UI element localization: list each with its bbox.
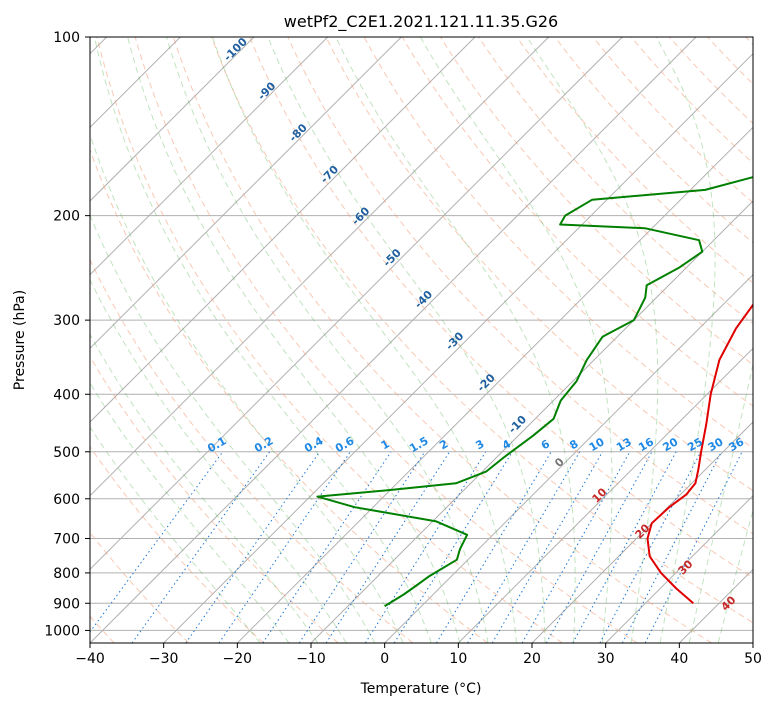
x-tick-label: 0 bbox=[380, 651, 389, 667]
x-tick-label: −20 bbox=[223, 651, 253, 667]
y-tick-label: 300 bbox=[53, 313, 80, 329]
x-tick-label: 30 bbox=[597, 651, 615, 667]
x-tick-label: −40 bbox=[75, 651, 105, 667]
x-tick-label: −30 bbox=[149, 651, 179, 667]
chart-title: wetPf2_C2E1.2021.121.11.35.G26 bbox=[284, 12, 558, 32]
x-tick-label: 10 bbox=[449, 651, 467, 667]
y-tick-label: 900 bbox=[53, 596, 80, 612]
y-tick-label: 200 bbox=[53, 209, 80, 225]
y-tick-label: 800 bbox=[53, 566, 80, 582]
x-axis-label: Temperature (°C) bbox=[360, 681, 482, 697]
x-tick-label: 50 bbox=[744, 651, 762, 667]
y-axis-label: Pressure (hPa) bbox=[12, 290, 28, 390]
y-tick-label: 700 bbox=[53, 532, 80, 548]
y-tick-label: 400 bbox=[53, 387, 80, 403]
x-tick-label: 20 bbox=[523, 651, 541, 667]
y-tick-label: 1000 bbox=[44, 623, 80, 639]
x-tick-label: −10 bbox=[296, 651, 326, 667]
y-tick-label: 500 bbox=[53, 445, 80, 461]
y-tick-label: 100 bbox=[53, 30, 80, 46]
x-tick-label: 40 bbox=[670, 651, 688, 667]
y-tick-label: 600 bbox=[53, 492, 80, 508]
